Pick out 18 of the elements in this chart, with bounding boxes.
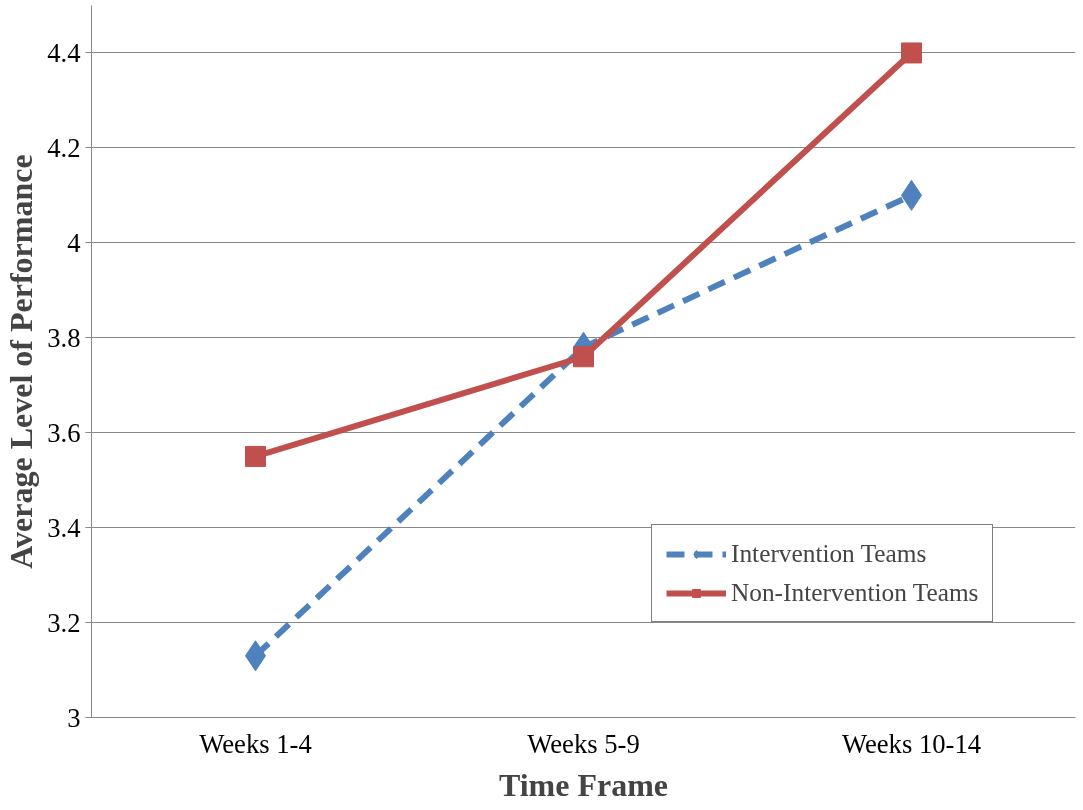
x-tick-label: Weeks 10-14 bbox=[841, 728, 982, 759]
y-tick-label: 3.2 bbox=[47, 607, 81, 638]
legend-label: Intervention Teams bbox=[731, 539, 927, 568]
y-tick-label: 4 bbox=[67, 227, 81, 258]
y-tick-label: 4.2 bbox=[47, 132, 81, 163]
x-axis-title: Time Frame bbox=[498, 766, 669, 803]
point bbox=[245, 445, 266, 467]
y-tick-label: 4.4 bbox=[47, 37, 81, 68]
point bbox=[573, 346, 594, 368]
y-tick-label: 3.4 bbox=[47, 512, 81, 543]
legend-label: Non-Intervention Teams bbox=[731, 578, 979, 607]
y-tick-label: 3 bbox=[67, 702, 81, 733]
y-axis-title: Average Level of Performance bbox=[3, 154, 40, 569]
y-tick-label: 3.8 bbox=[47, 322, 81, 353]
x-tick-label: Weeks 1-4 bbox=[199, 728, 312, 759]
y-tick-label: 3.6 bbox=[47, 417, 81, 448]
point bbox=[901, 42, 922, 64]
x-tick-label: Weeks 5-9 bbox=[527, 728, 640, 759]
